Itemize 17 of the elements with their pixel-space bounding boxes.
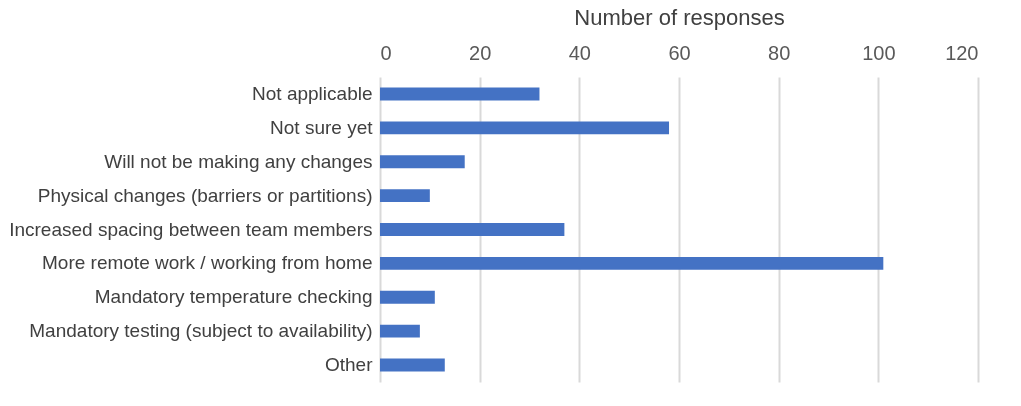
y-tick-label: Increased spacing between team members: [9, 218, 373, 240]
y-tick-label: Will not be making any changes: [104, 150, 373, 172]
x-axis-title: Number of responses: [574, 4, 785, 30]
x-tick-label: 80: [768, 41, 791, 64]
x-tick-label: 20: [469, 41, 492, 64]
y-tick-label: Other: [324, 354, 374, 376]
y-tick-label: Not sure yet: [270, 116, 374, 138]
y-tick-label: Mandatory testing (subject to availability): [29, 320, 373, 342]
y-tick-label: Mandatory temperature checking: [94, 286, 373, 308]
y-tick-label: Not applicable: [252, 82, 373, 104]
x-tick-label: 120: [945, 41, 979, 64]
y-tick-label: More remote work / working from home: [42, 252, 373, 274]
x-tick-label: 100: [862, 41, 896, 64]
x-tick-label: 0: [380, 41, 392, 64]
x-tick-label: 60: [668, 41, 691, 64]
y-tick-label: Physical changes (barriers or partitions): [37, 184, 373, 206]
x-tick-label: 40: [568, 41, 591, 64]
